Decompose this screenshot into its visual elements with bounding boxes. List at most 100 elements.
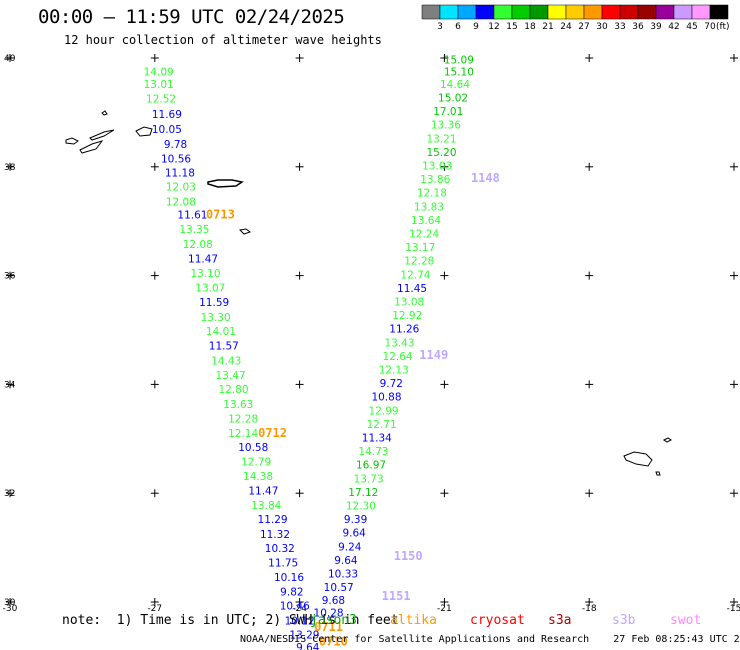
- wave-height-point: 13.73: [354, 473, 384, 485]
- wave-height-point: 14.01: [206, 326, 236, 338]
- wave-height-point: 15.02: [438, 93, 468, 105]
- colorbar-swatch: [475, 4, 495, 20]
- wave-height-point: 13.17: [405, 242, 435, 254]
- wave-height-point: 12.52: [146, 94, 176, 106]
- wave-height-point: 11.59: [199, 297, 229, 309]
- wave-height-point: 12.64: [383, 351, 413, 363]
- wave-height-point: 11.47: [188, 254, 218, 266]
- colorbar-swatch: [673, 4, 693, 20]
- wave-height-point: 11.69: [152, 109, 182, 121]
- colorbar-level: 42: [668, 22, 679, 32]
- colorbar-level: 9: [473, 22, 479, 32]
- colorbar-level: 15: [506, 22, 517, 32]
- colorbar-swatch: [691, 4, 711, 20]
- wave-height-point: 12.03: [166, 182, 196, 194]
- y-tick-label: 40: [4, 54, 16, 64]
- pass-time-label: 1149: [419, 348, 448, 362]
- wave-height-point: 13.03: [422, 161, 452, 173]
- colorbar-swatch: [655, 4, 675, 20]
- wave-height-point: 13.86: [420, 174, 450, 186]
- wave-height-point: 16.97: [356, 460, 386, 472]
- wave-height-point: 12.14: [228, 428, 258, 440]
- colorbar-swatch: [619, 4, 639, 20]
- colorbar-legend: 3 6 9 12 15 18 21 24 27 30 33 36 39 42 45 70 (ft): [421, 4, 730, 32]
- wave-height-point: 14.64: [440, 79, 470, 91]
- wave-height-point: 9.64: [296, 642, 320, 650]
- wave-height-point: 17.01: [433, 106, 463, 118]
- wave-height-point: 10.28: [314, 608, 344, 620]
- pass-time-label: 0711: [314, 620, 343, 634]
- colorbar-level: 70: [704, 22, 716, 32]
- colorbar-level: 12: [488, 22, 499, 32]
- wave-height-point: 12.79: [241, 456, 271, 468]
- satellite-legend-item: altika: [390, 613, 437, 628]
- colorbar-swatch: [583, 4, 603, 20]
- wave-height-point: 11.26: [389, 324, 419, 336]
- colorbar-unit: (ft): [716, 22, 730, 32]
- colorbar-swatch: [709, 4, 729, 20]
- wave-height-point: 10.05: [152, 124, 182, 136]
- wave-height-point: 11.61: [177, 209, 207, 221]
- island-shape: [655, 471, 661, 476]
- colorbar-level: 36: [632, 22, 644, 32]
- island-shape: [135, 126, 153, 137]
- wave-height-point: 12.08: [183, 239, 213, 251]
- island-shape: [89, 129, 115, 141]
- y-tick-label: 32: [4, 489, 15, 499]
- wave-height-point: 13.10: [190, 268, 220, 280]
- wave-height-point: 12.99: [369, 405, 399, 417]
- wave-height-point: 10.16: [274, 572, 304, 584]
- x-tick-label: -15: [727, 604, 740, 614]
- colorbar-level: 27: [578, 22, 589, 32]
- colorbar-swatch: [637, 4, 657, 20]
- wave-height-point: 15.20: [426, 147, 456, 159]
- wave-height-point: 9.39: [344, 514, 367, 526]
- credit-line: NOAA/NESDIS Center for Satellite Applica…: [240, 634, 740, 645]
- wave-height-point: 15.10: [444, 66, 474, 78]
- satellite-legend-item: jason3: [310, 613, 357, 628]
- wave-height-point: 11.75: [268, 558, 298, 570]
- wave-height-point: 11.34: [362, 433, 392, 445]
- wave-height-point: 11.47: [248, 485, 278, 497]
- island-shape: [79, 140, 104, 154]
- wave-height-point: 13.47: [216, 370, 246, 382]
- wave-height-point: 13.63: [223, 399, 253, 411]
- pass-time-label: 0712: [258, 426, 287, 440]
- wave-height-point: 14.38: [243, 471, 273, 483]
- wave-height-point: 11.57: [209, 341, 239, 353]
- wave-height-point: 12.28: [404, 256, 434, 268]
- x-tick-label: -21: [437, 604, 452, 614]
- colorbar-swatch: [421, 4, 441, 20]
- colorbar-swatch: [565, 4, 585, 20]
- lat-lon-grid: [6, 54, 738, 606]
- island-shape: [238, 228, 252, 235]
- wave-height-point: 10.32: [265, 543, 295, 555]
- wave-height-point: 11.29: [258, 514, 288, 526]
- wave-height-point: 12.28: [228, 413, 258, 425]
- pass-time-label: 0713: [206, 207, 235, 221]
- wave-height-point: 12.92: [392, 310, 422, 322]
- wave-height-point: 9.24: [338, 541, 362, 553]
- colorbar-swatch: [529, 4, 549, 20]
- wave-height-point: 15.09: [444, 54, 474, 66]
- wave-height-point: 10.46: [280, 601, 310, 613]
- colorbar-level: 21: [542, 22, 553, 32]
- wave-height-point: 12.08: [166, 196, 196, 208]
- x-tick-label: -18: [582, 604, 597, 614]
- pass-time-label: 1148: [471, 171, 500, 185]
- wave-height-point: 10.58: [238, 442, 268, 454]
- colorbar-level: 33: [614, 22, 625, 32]
- y-tick-label: 36: [4, 272, 16, 282]
- wave-height-point: 13.64: [411, 215, 441, 227]
- colorbar-swatch: [457, 4, 477, 20]
- colorbar-swatch: [547, 4, 567, 20]
- wave-height-point: 9.64: [334, 555, 358, 567]
- wave-height-point: 12.30: [346, 501, 376, 513]
- wave-height-point: 13.84: [251, 500, 281, 512]
- x-tick-label: -27: [147, 604, 162, 614]
- wave-height-point: 13.43: [384, 337, 414, 349]
- page-subtitle: 12 hour collection of altimeter wave hei…: [64, 33, 382, 47]
- wave-height-point: 12.13: [379, 365, 409, 377]
- satellite-legend-item: cryosat: [470, 613, 525, 628]
